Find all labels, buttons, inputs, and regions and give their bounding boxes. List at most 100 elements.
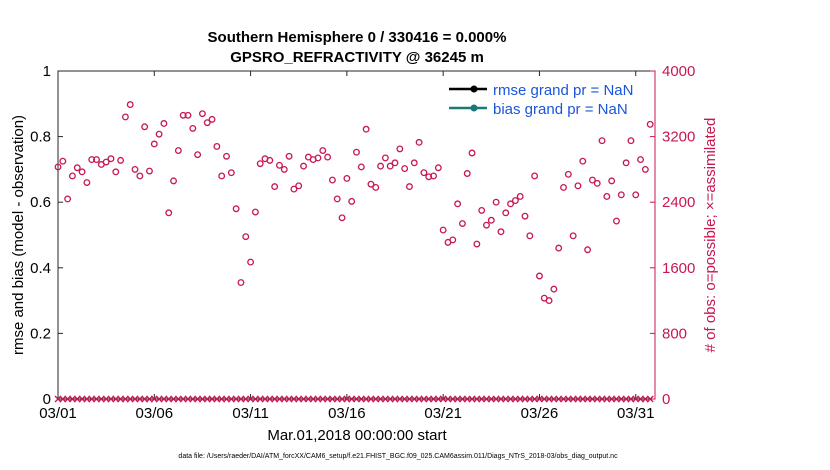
possible-point [531, 172, 539, 180]
possible-point [473, 240, 481, 248]
possible-point [593, 179, 601, 187]
possible-point [333, 195, 341, 203]
possible-point [295, 182, 303, 190]
possible-point [247, 258, 255, 266]
possible-point [492, 198, 500, 206]
possible-point [637, 156, 645, 164]
possible-point [285, 152, 293, 160]
possible-point [449, 236, 457, 244]
possible-point [353, 148, 360, 156]
possible-point [641, 165, 649, 173]
right-tick-label: 4000 [662, 63, 695, 80]
possible-point [434, 164, 442, 172]
x-tick-label: 03/06 [136, 405, 174, 422]
x-tick-label: 03/11 [232, 405, 268, 422]
possible-point [343, 174, 351, 182]
possible-point [160, 120, 168, 127]
possible-point [391, 159, 399, 167]
possible-point [507, 200, 515, 208]
left-tick-label: 0.2 [30, 325, 51, 342]
x-tick-label: 03/21 [424, 405, 462, 422]
possible-point [401, 165, 409, 173]
possible-point [550, 285, 558, 293]
possible-point [569, 232, 577, 240]
legend-bias-label: bias grand pr = NaN [493, 101, 628, 118]
possible-point [478, 206, 486, 214]
possible-point [632, 191, 640, 199]
x-axis-label: Mar.01,2018 00:00:00 start [267, 427, 447, 444]
x-tick-label: 03/26 [521, 405, 559, 422]
possible-point [584, 246, 592, 254]
possible-point [454, 200, 462, 208]
possible-point [121, 113, 129, 121]
possible-point [324, 153, 332, 161]
right-tick-label: 2400 [662, 194, 695, 211]
possible-point [68, 172, 76, 180]
possible-point [439, 226, 447, 234]
possible-point [150, 140, 158, 148]
possible-point [406, 183, 413, 191]
possible-point [483, 221, 490, 229]
possible-point [521, 212, 529, 220]
assimilated-point [646, 395, 654, 403]
possible-point [189, 124, 197, 132]
possible-point [386, 162, 394, 170]
possible-point [242, 233, 250, 241]
possible-point [102, 158, 110, 166]
legend: rmse grand pr = NaN bias grand pr = NaN [444, 76, 648, 120]
possible-point [107, 155, 115, 163]
possible-point [627, 137, 635, 145]
possible-point [223, 152, 230, 160]
possible-point [170, 177, 177, 185]
possible-point [372, 183, 380, 191]
left-tick-label: 1 [43, 63, 51, 80]
y-axis-right-label: # of obs: o=possible; ×=assimilated [702, 118, 719, 353]
right-tick-label: 3200 [662, 129, 695, 146]
possible-point [319, 147, 327, 154]
x-axis: 03/01 03/06 03/11 03/16 03/21 03/26 03/31 [39, 71, 655, 422]
possible-point [511, 197, 519, 205]
chart-title: Southern Hemisphere 0 / 330416 = 0.000% [208, 29, 507, 46]
left-tick-label: 0.4 [30, 260, 51, 277]
possible-point [174, 147, 182, 154]
possible-point [381, 154, 389, 162]
possible-point [458, 220, 466, 227]
possible-point [564, 170, 572, 178]
possible-point [78, 168, 86, 176]
left-tick-label: 0.8 [30, 129, 51, 146]
left-tick-label: 0.6 [30, 194, 51, 211]
possible-point [83, 179, 91, 186]
possible-point [237, 279, 245, 287]
possible-point [396, 145, 404, 153]
possible-point [328, 176, 336, 184]
possible-point [251, 208, 259, 216]
possible-point [560, 183, 567, 191]
possible-point [256, 160, 264, 168]
x-tick-label: 03/31 [617, 405, 655, 422]
possible-point [613, 217, 620, 225]
possible-point [300, 162, 307, 170]
possible-point [377, 162, 385, 170]
possible-point [117, 156, 125, 164]
possible-point [131, 165, 139, 173]
possible-point [357, 163, 365, 171]
possible-point [59, 157, 67, 165]
possible-point [574, 182, 582, 190]
possible-point [526, 232, 534, 240]
assimilated-series [54, 395, 654, 403]
possible-point [179, 111, 187, 119]
possible-point [227, 169, 235, 177]
right-tick-label: 0 [662, 391, 670, 408]
possible-point [555, 244, 563, 252]
possible-point [276, 161, 283, 169]
legend-bias-marker [470, 104, 478, 112]
possible-point [290, 185, 298, 193]
possible-point [367, 180, 375, 188]
possible-point [54, 163, 62, 171]
possible-point [314, 154, 322, 162]
right-tick-label: 1600 [662, 260, 695, 277]
x-tick-label: 03/16 [328, 405, 366, 422]
possible-point [88, 156, 96, 164]
possible-point [497, 228, 505, 236]
